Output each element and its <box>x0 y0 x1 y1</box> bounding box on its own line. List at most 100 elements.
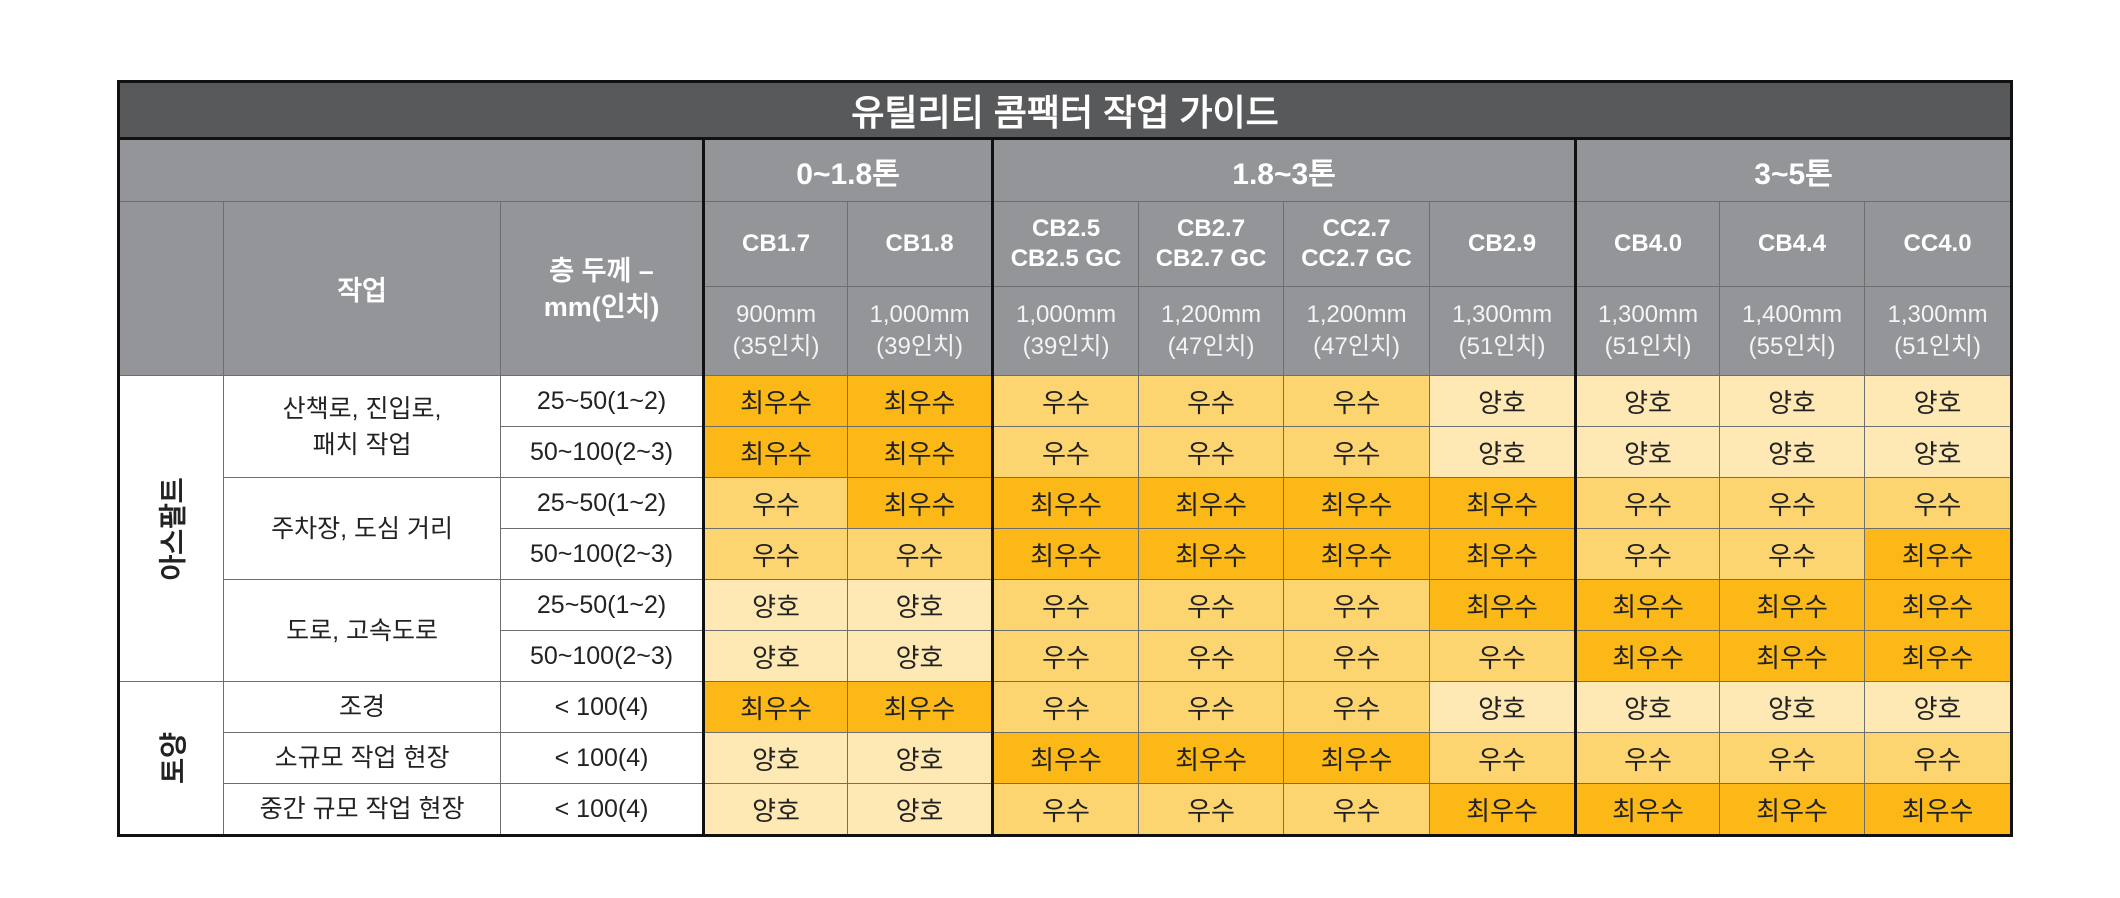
rating-cell: 최우수 <box>1283 528 1431 580</box>
model-header: CB4.0 <box>1574 201 1721 287</box>
table-row: 주차장, 도심 거리 25~50(1~2) 우수 최우수 최우수 최우수 최우수 최우수 우수 우… <box>119 477 2013 580</box>
rating-cell: 양호 <box>1574 426 1721 478</box>
rating-cell: 최우수 <box>1283 477 1431 529</box>
model-header: CB1.7 <box>702 201 849 287</box>
thickness-value: 25~50(1~2) <box>500 579 705 631</box>
rating-cell: 최우수 <box>702 681 849 733</box>
thickness-value: < 100(4) <box>500 681 705 733</box>
rating-cell: 양호 <box>1429 681 1577 733</box>
table-row: 소규모 작업 현장 < 100(4) 양호 양호 최우수 최우수 최우수 우수 우수 우수 우수 <box>119 732 2013 784</box>
rating-cell: 최우수 <box>1574 783 1721 836</box>
model-header: CB4.4 <box>1719 201 1866 287</box>
rating-cell: 최우수 <box>702 426 849 478</box>
rating-cell: 양호 <box>1864 375 2013 427</box>
rating-cell: 최우수 <box>1864 630 2013 682</box>
task-label: 중간 규모 작업 현장 <box>223 783 502 836</box>
model-name: CB1.8 <box>885 230 954 257</box>
rating-cell: 우수 <box>1138 375 1285 427</box>
rating-cell: 우수 <box>1138 630 1285 682</box>
rating-cell: 최우수 <box>1864 783 2013 836</box>
task-label: 도로, 고속도로 <box>223 579 502 682</box>
table-row: 도로, 고속도로 25~50(1~2) 양호 양호 우수 우수 우수 최우수 최우수 최우수 최우수 <box>119 579 2013 682</box>
rating-cell: 양호 <box>1574 681 1721 733</box>
thickness-label-2: mm(인치) <box>543 291 660 322</box>
drum-width-mm: 1,200mm <box>1161 301 1262 328</box>
thickness-value: 50~100(2~3) <box>500 630 705 682</box>
rating-cell: 우수 <box>1864 477 2013 529</box>
thickness-value: 25~50(1~2) <box>500 375 705 427</box>
rating-cell: 양호 <box>702 732 849 784</box>
rating-cell: 최우수 <box>1864 579 2013 631</box>
rating-cell: 우수 <box>1574 732 1721 784</box>
category-text: 아스팔트 <box>157 476 189 581</box>
thickness-value: 25~50(1~2) <box>500 477 705 529</box>
task-label: 소규모 작업 현장 <box>223 732 502 784</box>
model-name: CC2.7 <box>1322 215 1391 242</box>
rating-cell: 양호 <box>847 630 994 682</box>
rating-cell: 최우수 <box>1138 477 1285 529</box>
compactor-guide-table: 유틸리티 콤팩터 작업 가이드 0~1.8톤 1.8~3톤 3~5톤 작업 층 … <box>117 80 2014 837</box>
task-label: 주차장, 도심 거리 <box>223 477 502 580</box>
rating-cell: 우수 <box>991 375 1140 427</box>
drum-width-mm: 1,200mm <box>1306 301 1407 328</box>
drum-width: 1,200mm (47인치) <box>1138 286 1285 376</box>
rating-cell: 우수 <box>1719 528 1866 580</box>
rating-cell: 양호 <box>1719 375 1866 427</box>
rating-cell: 최우수 <box>1574 630 1721 682</box>
model-name: CB2.5 GC <box>1010 245 1122 272</box>
drum-width-mm: 1,400mm <box>1742 301 1843 328</box>
rating-cell: 최우수 <box>1864 528 2013 580</box>
drum-width-mm: 900mm <box>736 301 817 328</box>
table-row: 중간 규모 작업 현장 < 100(4) 양호 양호 우수 우수 우수 최우수 최우수 최우수 최우… <box>119 783 2013 836</box>
drum-width-inch: (39인치) <box>876 333 963 360</box>
model-name: CB2.7 GC <box>1155 245 1267 272</box>
header-thickness: 층 두께 – mm(인치) <box>500 201 705 376</box>
model-name: CC2.7 GC <box>1301 245 1412 272</box>
rating-cell: 양호 <box>847 783 994 836</box>
rating-cell: 우수 <box>1138 681 1285 733</box>
drum-width: 1,200mm (47인치) <box>1283 286 1431 376</box>
group-header: 1.8~3톤 <box>991 138 1577 202</box>
table-row: 50~100(2~3) 최우수 최우수 우수 우수 우수 양호 양호 양호 양호 <box>119 426 2013 478</box>
rating-cell: 최우수 <box>1719 630 1866 682</box>
rating-cell: 우수 <box>1283 375 1431 427</box>
task-label: 조경 <box>223 681 502 733</box>
rating-cell: 최우수 <box>847 681 994 733</box>
rating-cell: 최우수 <box>1719 783 1866 836</box>
rating-cell: 양호 <box>1719 426 1866 478</box>
rating-cell: 최우수 <box>1283 732 1431 784</box>
rating-cell: 우수 <box>991 681 1140 733</box>
drum-width-inch: (39인치) <box>1022 333 1110 360</box>
drum-width-inch: (51인치) <box>1458 333 1546 360</box>
drum-width-inch: (47인치) <box>1167 333 1255 360</box>
model-header: CC2.7 CC2.7 GC <box>1283 201 1431 287</box>
rating-cell: 양호 <box>1574 375 1721 427</box>
rating-cell: 최우수 <box>991 732 1140 784</box>
rating-cell: 양호 <box>847 732 994 784</box>
model-header: CB2.5 CB2.5 GC <box>991 201 1140 287</box>
group-header: 0~1.8톤 <box>702 138 994 202</box>
drum-width: 1,400mm (55인치) <box>1719 286 1866 376</box>
drum-width: 1,000mm (39인치) <box>847 286 994 376</box>
drum-width-mm: 1,300mm <box>1598 301 1699 328</box>
rating-cell: 최우수 <box>1138 528 1285 580</box>
rating-cell: 우수 <box>702 477 849 529</box>
drum-width: 1,000mm (39인치) <box>991 286 1140 376</box>
rating-cell: 우수 <box>1283 681 1431 733</box>
rating-cell: 최우수 <box>847 477 994 529</box>
drum-width: 900mm (35인치) <box>702 286 849 376</box>
header-task: 작업 <box>223 201 502 376</box>
rating-cell: 최우수 <box>1429 528 1577 580</box>
rating-cell: 최우수 <box>847 375 994 427</box>
table-row: 토양 조경 < 100(4) 최우수 최우수 우수 우수 우수 양호 양호 양호 양호 <box>117 681 2013 836</box>
model-name: CB2.7 <box>1177 215 1246 242</box>
thickness-value: 50~100(2~3) <box>500 426 705 478</box>
rating-cell: 우수 <box>847 528 994 580</box>
rating-cell: 우수 <box>702 528 849 580</box>
drum-width-inch: (51인치) <box>1894 333 1981 360</box>
rating-cell: 우수 <box>991 783 1140 836</box>
drum-width-inch: (51인치) <box>1604 333 1692 360</box>
drum-width-inch: (35인치) <box>732 333 820 360</box>
category-label: 토양 <box>117 681 225 836</box>
rating-cell: 우수 <box>991 630 1140 682</box>
